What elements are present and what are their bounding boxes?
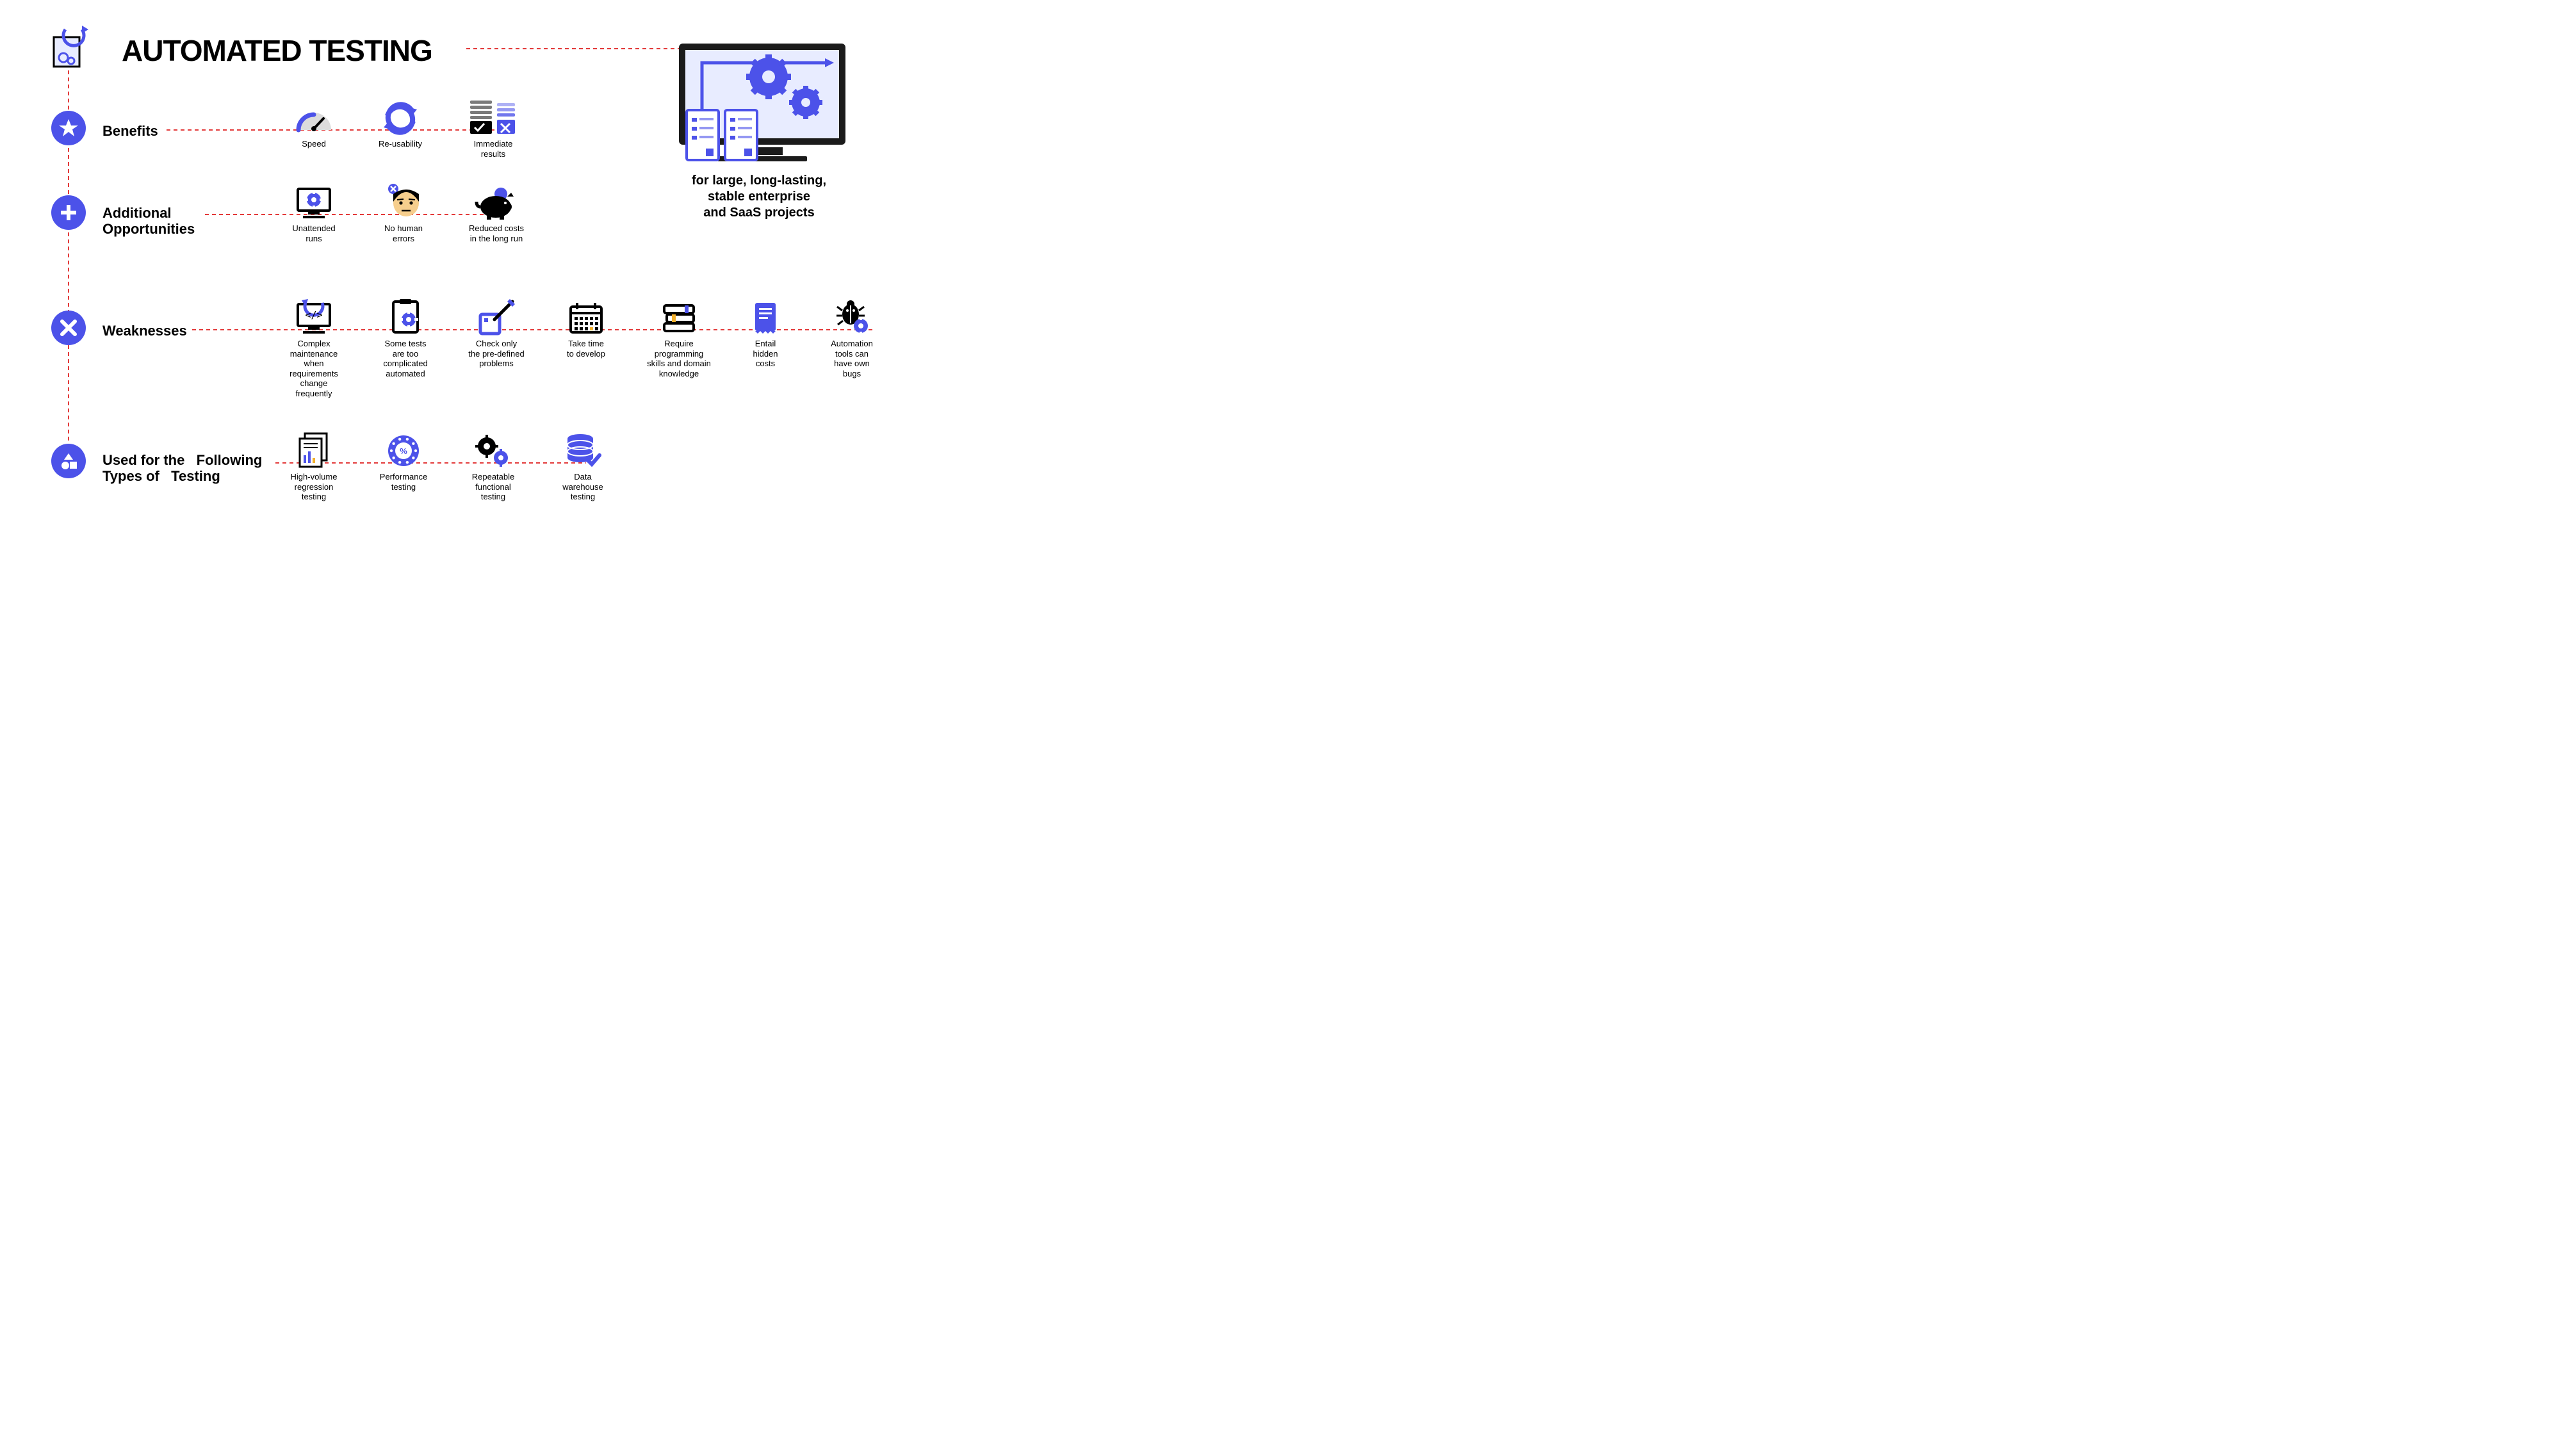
types-item: High-volume regression testing (275, 435, 352, 502)
weak-item-label: Require programming skills and domain kn… (647, 339, 711, 378)
types-item: Data warehouse testing (544, 435, 621, 502)
page-title: AUTOMATED TESTING (122, 33, 432, 68)
opps-item-label: No human errors (384, 223, 423, 243)
types-item-label: Data warehouse testing (562, 472, 603, 502)
regress-icon (296, 435, 332, 468)
types-badge (51, 444, 86, 478)
reuse-icon (382, 102, 418, 135)
weak-item-label: Take time to develop (567, 339, 605, 359)
benefits-item: Speed (275, 102, 352, 149)
benefits-badge (51, 111, 86, 145)
receipt-icon (753, 302, 778, 335)
checkonly-icon (478, 302, 515, 335)
weak-item-label: Complex maintenance when requirements ch… (290, 339, 338, 399)
opps-item-label: Unattended runs (292, 223, 335, 243)
benefits-item-label: Re-usability (379, 139, 422, 149)
dbase-icon (565, 435, 601, 468)
opps-item: Unattended runs (275, 186, 352, 243)
weak-item-label: Automation tools can have own bugs (831, 339, 873, 378)
weak-item-label: Entail hidden costs (753, 339, 778, 369)
complex-icon: </> (294, 302, 334, 335)
immediate-icon (468, 102, 519, 135)
opps-badge (51, 195, 86, 230)
types-item-label: Performance testing (380, 472, 427, 492)
opps-item: Reduced costs in the long run (458, 186, 535, 243)
perf-icon: % (386, 435, 421, 468)
header-doc-icon (51, 26, 90, 72)
unattended-icon (294, 186, 334, 220)
side-caption: for large, long-lasting, stable enterpri… (663, 173, 855, 221)
nohuman-icon (384, 186, 423, 220)
benefits-item: Re-usability (362, 102, 439, 149)
clipboard-icon (389, 302, 421, 335)
weak-item: Take time to develop (548, 302, 624, 359)
weak-item: Automation tools can have own bugs (813, 302, 890, 378)
bug-icon (834, 302, 870, 335)
types-item: Repeatable functional testing (455, 435, 532, 502)
weak-item: </> Complex maintenance when requirement… (275, 302, 352, 399)
piggy-icon (475, 186, 518, 220)
svg-text:%: % (400, 446, 407, 456)
weak-badge (51, 311, 86, 345)
opps-item: No human errors (365, 186, 442, 243)
benefits-label: Benefits (102, 123, 158, 139)
weak-item: Require programming skills and domain kn… (640, 302, 717, 378)
benefits-item: Immediate results (455, 102, 532, 159)
svg-text:</>: </> (305, 309, 322, 321)
types-item-label: High-volume regression testing (291, 472, 338, 502)
types-item: % Performance testing (365, 435, 442, 492)
types-label: Used for the Following Types of Testing (102, 452, 262, 485)
weak-item: Entail hidden costs (727, 302, 804, 369)
speed-icon (294, 102, 334, 135)
books-icon (660, 302, 698, 335)
benefits-item-label: Immediate results (474, 139, 513, 159)
opps-label: Additional Opportunities (102, 205, 195, 238)
repeat-icon (474, 435, 512, 468)
benefits-item-label: Speed (302, 139, 326, 149)
weak-item-label: Some tests are too complicated automated (383, 339, 427, 378)
weak-item: Check only the pre-defined problems (458, 302, 535, 369)
side-monitor-icon (640, 38, 877, 176)
weak-item-label: Check only the pre-defined problems (468, 339, 524, 369)
opps-item-label: Reduced costs in the long run (469, 223, 524, 243)
types-item-label: Repeatable functional testing (472, 472, 515, 502)
weak-label: Weaknesses (102, 323, 187, 339)
calendar-icon (568, 302, 604, 335)
weak-item: Some tests are too complicated automated (367, 302, 444, 378)
